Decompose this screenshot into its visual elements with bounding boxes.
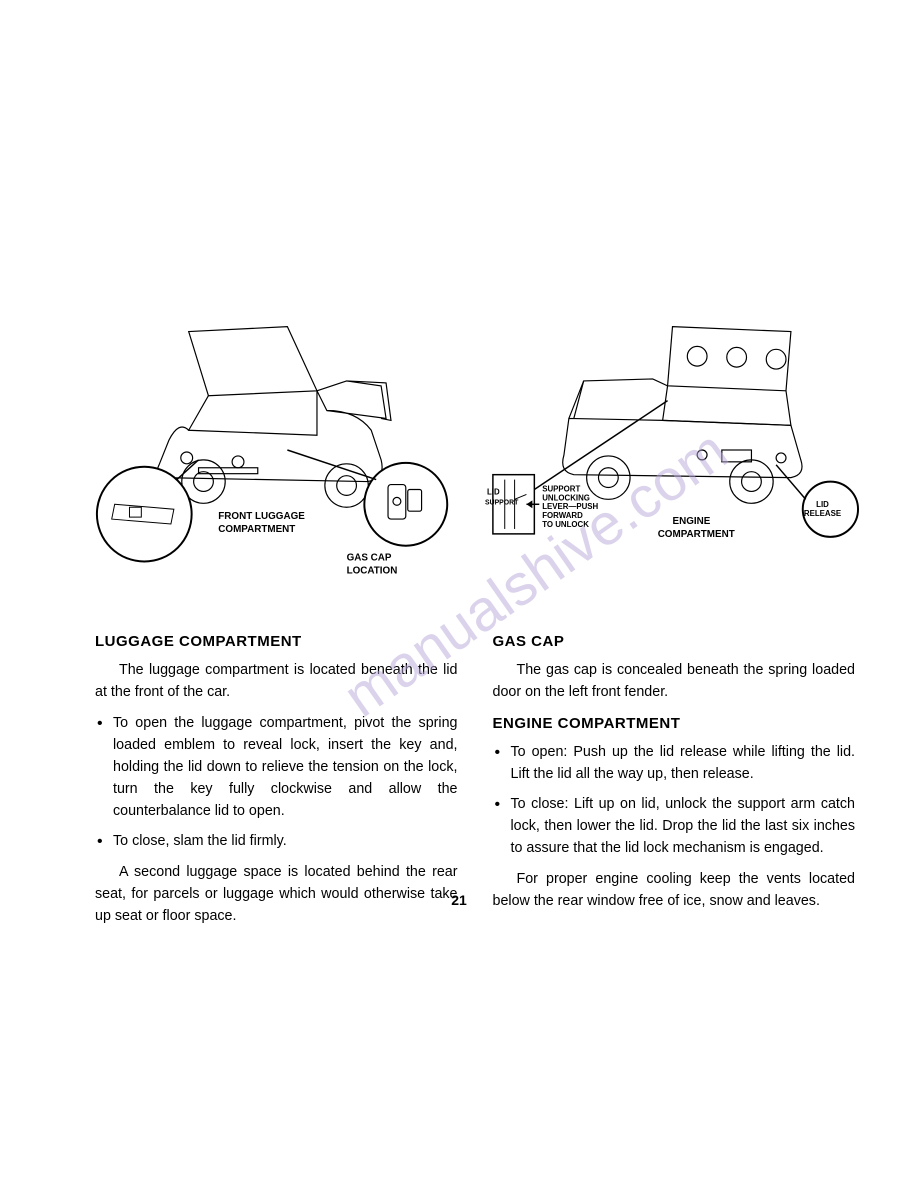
lever-label-3: LEVER—PUSH [542,502,598,511]
gascap-heading: GAS CAP [493,630,856,653]
luggage-bullet-1: To open the luggage compartment, pivot t… [95,712,458,823]
engine-bullets: To open: Push up the lid release while l… [493,741,856,860]
lid-support-label-1: LID [487,487,500,496]
lid-support-label-2: SUPPORT [485,499,519,506]
lever-label-1: SUPPORT [542,484,580,493]
left-column: LUGGAGE COMPARTMENT The luggage compartm… [95,630,458,935]
luggage-p1: The luggage compartment is located benea… [95,659,458,703]
text-columns: LUGGAGE COMPARTMENT The luggage compartm… [95,630,855,935]
rear-car-illustration: LID SUPPORT SUPPORT UNLOCKING LEVER—PUSH… [485,310,860,590]
gascap-p1: The gas cap is concealed beneath the spr… [493,659,856,703]
gas-cap-label-1: GAS CAP [347,553,392,564]
luggage-heading: LUGGAGE COMPARTMENT [95,630,458,653]
engine-label-1: ENGINE [673,516,711,527]
illustration-area: FRONT LUGGAGE COMPARTMENT GAS CAP LOCATI… [90,310,860,590]
luggage-bullet-2: To close, slam the lid firmly. [95,830,458,852]
lever-label-2: UNLOCKING [542,493,590,502]
gas-cap-label-2: LOCATION [347,565,398,576]
lever-label-4: FORWARD [542,511,583,520]
engine-bullet-1: To open: Push up the lid release while l… [493,741,856,785]
lever-label-5: TO UNLOCK [542,520,589,529]
front-luggage-label-2: COMPARTMENT [218,524,295,535]
lid-release-label-2: RELEASE [804,509,841,518]
luggage-bullets: To open the luggage compartment, pivot t… [95,712,458,853]
engine-bullet-2: To close: Lift up on lid, unlock the sup… [493,793,856,859]
lid-release-label-1: LID [816,500,829,509]
manual-page: manualshive.com [0,0,918,1188]
right-column: GAS CAP The gas cap is concealed beneath… [493,630,856,935]
front-luggage-label-1: FRONT LUGGAGE [218,511,305,522]
page-number: 21 [0,892,918,908]
engine-heading: ENGINE COMPARTMENT [493,712,856,735]
engine-label-2: COMPARTMENT [658,529,735,540]
front-car-illustration: FRONT LUGGAGE COMPARTMENT GAS CAP LOCATI… [90,310,465,590]
